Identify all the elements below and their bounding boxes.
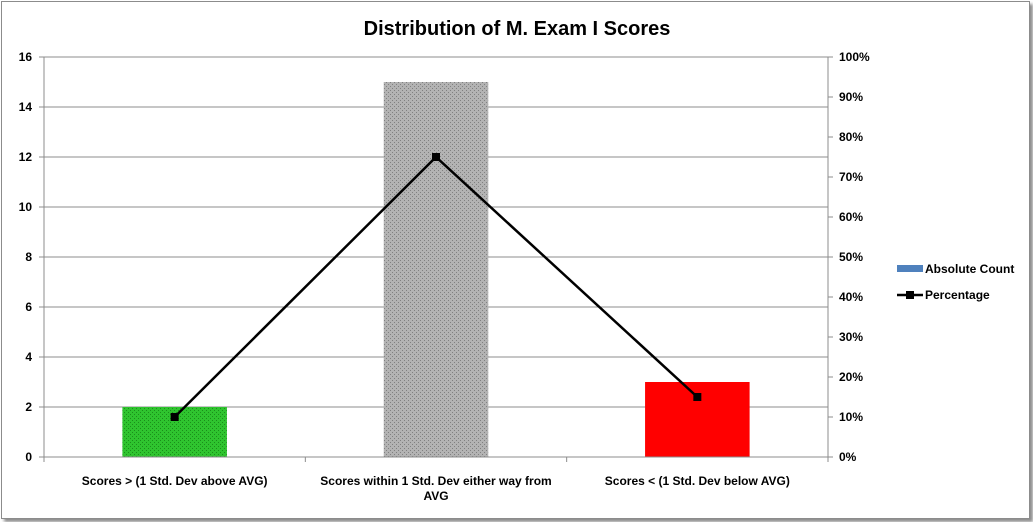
legend-swatch-absolute-count [897, 265, 923, 272]
category-label: Scores < (1 Std. Dev below AVG) [605, 474, 790, 488]
right-tick-label: 60% [839, 210, 863, 224]
tick-labels: 0 2 4 6 8 10 12 14 16 0% 10% 20% 30% 40% 50% 60% 70% 80% 9… [19, 50, 870, 464]
right-tick-label: 0% [839, 450, 857, 464]
category-labels: Scores > (1 Std. Dev above AVG) Scores wi… [82, 474, 790, 503]
category-label: Scores > (1 Std. Dev above AVG) [82, 474, 268, 488]
category-label: Scores within 1 Std. Dev either way from [320, 474, 551, 488]
bar-series [122, 82, 750, 457]
percentage-point [693, 393, 702, 401]
right-tick-label: 80% [839, 130, 863, 144]
right-tick-label: 100% [839, 50, 870, 64]
right-tick-label: 50% [839, 250, 863, 264]
percentage-point [432, 153, 440, 161]
left-tick-label: 8 [25, 250, 32, 264]
percentage-series [170, 153, 702, 421]
left-tick-label: 14 [19, 100, 33, 114]
left-tick-label: 6 [25, 300, 32, 314]
bar [383, 82, 489, 457]
legend-label: Percentage [925, 288, 990, 302]
left-tick-label: 4 [25, 350, 32, 364]
right-tick-label: 40% [839, 290, 863, 304]
right-tick-label: 70% [839, 170, 863, 184]
right-tick-label: 10% [839, 410, 863, 424]
right-tick-label: 20% [839, 370, 863, 384]
right-tick-label: 30% [839, 330, 863, 344]
left-tick-label: 2 [25, 400, 32, 414]
axes [39, 56, 833, 462]
right-tick-label: 90% [839, 90, 863, 104]
legend-label: Absolute Count [925, 262, 1014, 276]
left-tick-label: 10 [19, 200, 33, 214]
left-tick-label: 16 [19, 50, 33, 64]
chart-title: Distribution of M. Exam I Scores [364, 18, 671, 40]
category-label: AVG [423, 489, 448, 503]
left-tick-label: 0 [25, 450, 32, 464]
legend-marker-percentage [906, 291, 914, 299]
legend: Absolute Count Percentage [897, 262, 1014, 302]
left-tick-label: 12 [19, 150, 33, 164]
percentage-point [170, 413, 179, 421]
